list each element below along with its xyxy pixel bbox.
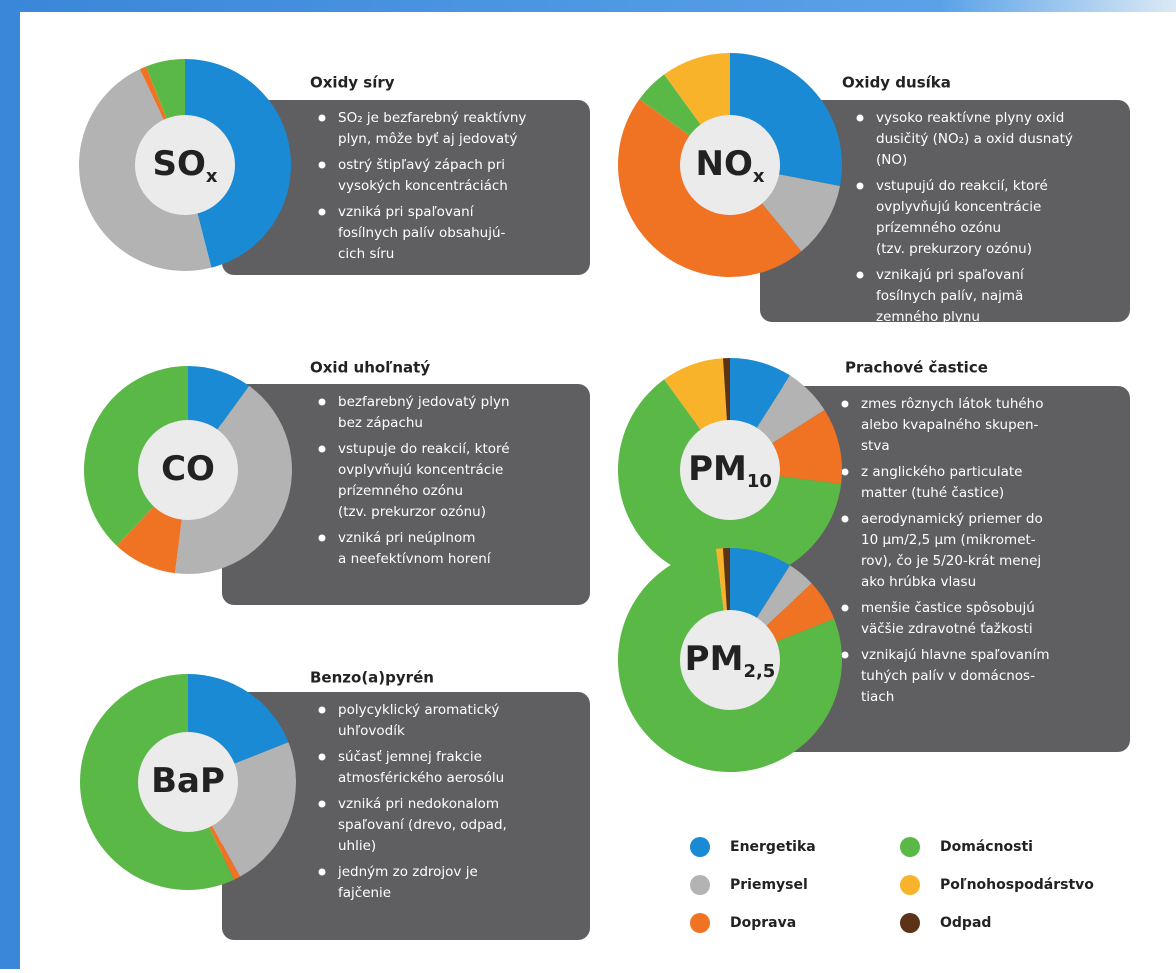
panel-title: Benzo(a)pyrén [310,669,434,687]
panel-title: Prachové častice [845,359,988,377]
bullet-text: menšie častice spôsobujú [861,600,1035,616]
panel-title: Oxidy dusíka [842,74,951,92]
bullet-text: vzniká pri neúplnom [338,530,475,546]
bullet-dot [842,469,849,476]
bullet-text: plyn, môže byť aj jedovatý [338,131,517,147]
bullet-dot [319,754,326,761]
bullet-text: a neefektívnom horení [338,551,492,567]
center-label: CO [161,449,215,489]
center-label-sub: 10 [747,471,772,492]
center-label-sub: x [206,166,218,187]
legend-label: Priemysel [730,877,808,893]
bullet-dot [319,869,326,876]
bullet-text: ovplyvňujú koncentrácie [338,462,503,478]
bullet-text: ako hrúbka vlasu [861,574,976,590]
legend-swatch [690,837,710,857]
bullet-text: stva [861,438,890,454]
bullet-text: fajčenie [338,885,391,901]
bullet-text: atmosférického aerosólu [338,770,504,786]
bullet-text: fosílnych palív obsahujú- [338,225,506,241]
panel-title: Oxidy síry [310,74,395,92]
legend-swatch [900,837,920,857]
legend-label: Doprava [730,915,796,931]
bullet-text: vysoko reaktívne plyny oxid [876,110,1064,126]
bullet-text: tiach [861,689,894,705]
bullet-text: alebo kvapalného skupen- [861,417,1039,433]
center-label-main: BaP [151,761,225,801]
bullet-text: aerodynamický priemer do [861,511,1043,527]
legend-label: Energetika [730,839,816,855]
bullet-text: uhľovodík [338,723,405,739]
bullet-text: uhlie) [338,838,376,854]
center-label-main: PM [685,639,744,679]
infographic: Oxidy síry SO₂ je bezfarebný reaktívny ply… [0,0,1176,969]
legend-swatch [900,875,920,895]
legend-label: Odpad [940,915,991,931]
legend-label: Poľnohospodárstvo [940,877,1094,893]
center-label-main: NO [696,144,753,184]
bullet-text: fosílnych palív, najmä [876,288,1023,304]
bullet-text: vzniká pri spaľovaní [338,204,475,220]
bullet-text: SO₂ je bezfarebný reaktívny [338,110,526,126]
center-label: BaP [151,761,225,801]
center-label-sub: x [753,166,765,187]
bullet-text: zmes rôznych látok tuhého [861,396,1044,412]
bullet-dot [319,535,326,542]
legend-swatch [900,913,920,933]
bullet-text: dusičitý (NO₂) a oxid dusnatý [876,131,1073,147]
bullet-dot [319,801,326,808]
legend-label: Domácnosti [940,839,1033,855]
bullet-dot [857,272,864,279]
bullet-dot [857,115,864,122]
bullet-dot [319,399,326,406]
bullet-dot [857,183,864,190]
bullet-text: bez zápachu [338,415,423,431]
bullet-text: polycyklický aromatický [338,702,499,718]
bullet-text: (tzv. prekurzor ozónu) [338,504,486,520]
bullet-text: súčasť jemnej frakcie [338,749,482,765]
bullet-text: bezfarebný jedovatý plyn [338,394,510,410]
bullet-dot [842,401,849,408]
bullet-text: väčšie zdravotné ťažkosti [861,621,1033,637]
bullet-text: ostrý štipľavý zápach pri [338,157,505,173]
bullet-text: matter (tuhé častice) [861,485,1004,501]
center-label-main: SO [152,144,205,184]
bullet-text: rov), čo je 5/20-krát menej [861,553,1041,569]
bullet-text: cich síru [338,246,394,262]
bullet-text: vysokých koncentráciách [338,178,508,194]
bullet-text: zemného plynu [876,309,980,325]
bullet-text: ovplyvňujú koncentrácie [876,199,1041,215]
bullet-text: (tzv. prekurzory ozónu) [876,241,1032,257]
legend-swatch [690,913,710,933]
bullet-dot [842,516,849,523]
bullet-text: prízemného ozónu [338,483,463,499]
bullet-text: (NO) [876,152,907,168]
legend-swatch [690,875,710,895]
bullet-text: vstupuje do reakcií, ktoré [338,441,510,457]
bullet-text: 10 µm/2,5 µm (mikromet- [861,532,1036,548]
bullet-dot [319,707,326,714]
bullet-dot [319,162,326,169]
bullet-dot [319,209,326,216]
bullet-text: prízemného ozónu [876,220,1001,236]
bullet-text: vznikajú hlavne spaľovaním [861,647,1049,663]
bullet-text: tuhých palív v domácnos- [861,668,1035,684]
center-label-main: PM [688,449,747,489]
center-label-main: CO [161,449,215,489]
panel-title: Oxid uhoľnatý [310,359,430,377]
bullet-dot [842,652,849,659]
center-label-sub: 2,5 [743,661,775,682]
bullet-text: vzniká pri nedokonalom [338,796,499,812]
bullet-text: vstupujú do reakcií, ktoré [876,178,1048,194]
bullet-text: spaľovaní (drevo, odpad, [338,817,507,833]
bullet-dot [319,115,326,122]
bullet-text: jedným zo zdrojov je [337,864,478,880]
bullet-text: z anglického particulate [861,464,1023,480]
bullet-dot [842,605,849,612]
bullet-dot [319,446,326,453]
bullet-text: vznikajú pri spaľovaní [876,267,1025,283]
